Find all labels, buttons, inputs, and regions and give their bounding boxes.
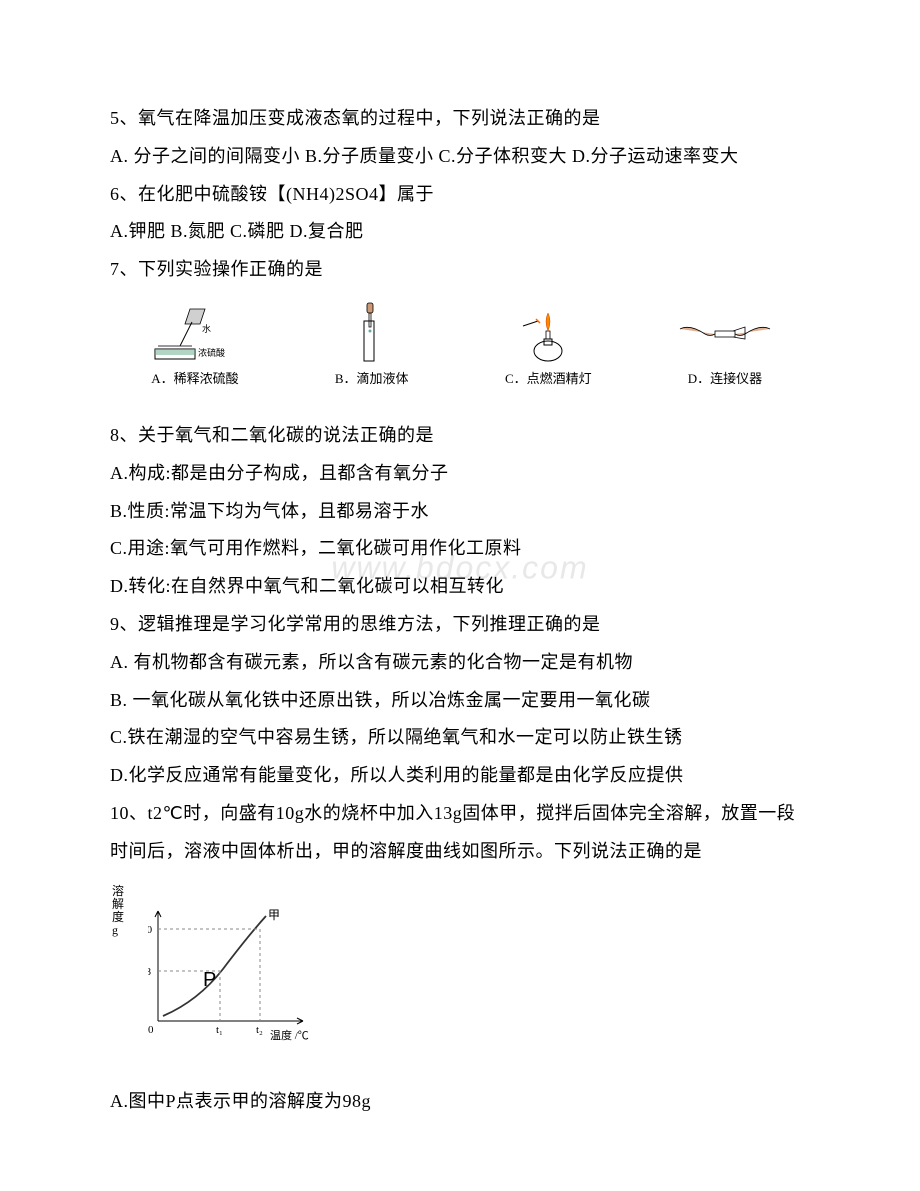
xtick-t1: t₁ <box>216 1024 223 1036</box>
dropper-tube-icon <box>342 304 402 364</box>
q8-text: 8、关于氧气和二氧化碳的说法正确的是 <box>110 417 810 455</box>
water-label: 水 <box>202 323 211 334</box>
acid-label: 浓硫酸 <box>198 347 225 358</box>
q8-a: A.构成:都是由分子构成，且都含有氧分子 <box>110 455 810 493</box>
point-p-label: P <box>203 969 216 991</box>
connect-apparatus-icon <box>675 304 775 364</box>
q9-b: B. 一氧化碳从氧化铁中还原出铁，所以冶炼金属一定要用一氧化碳 <box>110 682 810 720</box>
q7b-caption: B．滴加液体 <box>335 368 409 387</box>
q7-diagram-row: 水 浓硫酸 A．稀释浓硫酸 B．滴加液体 <box>120 304 800 387</box>
q7a-caption: A．稀释浓硫酸 <box>151 368 238 387</box>
q9-a: A. 有机物都含有碳元素，所以含有碳元素的化合物一定是有机物 <box>110 644 810 682</box>
yl1: 溶 <box>112 885 124 898</box>
q9-c: C.铁在潮湿的空气中容易生锈，所以隔绝氧气和水一定可以防止铁生锈 <box>110 719 810 757</box>
chart-ylabel: 溶 解 度 g <box>112 885 124 938</box>
q5-text: 5、氧气在降温加压变成液态氧的过程中，下列说法正确的是 <box>110 100 810 138</box>
beaker-pour-icon: 水 浓硫酸 <box>150 304 240 364</box>
q7-text: 7、下列实验操作正确的是 <box>110 251 810 289</box>
q7-diagram-b: B．滴加液体 <box>297 304 447 387</box>
q9-text: 9、逻辑推理是学习化学常用的思维方法，下列推理正确的是 <box>110 606 810 644</box>
q8-c: C.用途:氧气可用作燃料，二氧化碳可用作化工原料 <box>110 530 810 568</box>
solubility-chart: 溶 解 度 g P 甲 110 98 0 <box>110 883 330 1053</box>
q7d-caption: D．连接仪器 <box>688 368 762 387</box>
q8-d: D.转化:在自然界中氧气和二氧化碳可以相互转化 <box>110 568 810 606</box>
origin-label: 0 <box>148 1024 154 1036</box>
q6-options: A.钾肥 B.氮肥 C.磷肥 D.复合肥 <box>110 213 810 251</box>
yl2: 解 <box>112 898 124 911</box>
alcohol-lamp-icon <box>518 304 578 364</box>
ytick-98: 98 <box>148 966 152 978</box>
note-jia: 甲 <box>268 908 280 922</box>
xlabel: 温度 /℃ <box>270 1028 309 1042</box>
chart-svg: P 甲 110 98 0 t₁ t₂ 温度 /℃ <box>148 901 318 1051</box>
yl4: g <box>112 924 124 937</box>
q10-a: A.图中P点表示甲的溶解度为98g <box>110 1083 810 1121</box>
q9-d: D.化学反应通常有能量变化，所以人类利用的能量都是由化学反应提供 <box>110 757 810 795</box>
q7-diagram-c: C．点燃酒精灯 <box>473 304 623 387</box>
q7c-caption: C．点燃酒精灯 <box>505 368 592 387</box>
q6-text: 6、在化肥中硫酸铵【(NH4)2SO4】属于 <box>110 176 810 214</box>
q8-b: B.性质:常温下均为气体，且都易溶于水 <box>110 493 810 531</box>
q10-text: 10、t2℃时，向盛有10g水的烧杯中加入13g固体甲，搅拌后固体完全溶解，放置… <box>110 795 810 871</box>
xtick-t2: t₂ <box>256 1024 263 1036</box>
q7-diagram-d: D．连接仪器 <box>650 304 800 387</box>
q5-options: A. 分子之间的间隔变小 B.分子质量变小 C.分子体积变大 D.分子运动速率变… <box>110 138 810 176</box>
q7-diagram-a: 水 浓硫酸 A．稀释浓硫酸 <box>120 304 270 387</box>
ytick-110: 110 <box>148 924 153 936</box>
